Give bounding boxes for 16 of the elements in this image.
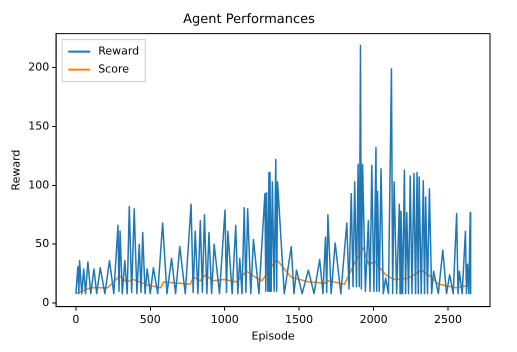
x-tick-label: 2000 (360, 313, 388, 326)
y-axis-title: Reward (9, 150, 22, 191)
x-tick-label: 500 (140, 313, 161, 326)
chart-title: Agent Performances (183, 12, 316, 28)
x-axis-title: Episode (251, 329, 295, 342)
y-tick-label: 150 (28, 119, 50, 132)
x-tick-label: 1500 (285, 313, 314, 326)
x-tick-label: 0 (72, 313, 80, 326)
x-tick-label: 1000 (210, 313, 239, 326)
y-tick-label: 200 (28, 60, 50, 74)
legend-label: Score (98, 62, 130, 76)
y-tick-label: 100 (28, 178, 50, 192)
y-tick-label: 50 (35, 237, 50, 250)
y-tick-label: 0 (42, 296, 50, 309)
legend-label: Reward (98, 44, 140, 58)
x-tick-label: 2500 (434, 313, 462, 326)
